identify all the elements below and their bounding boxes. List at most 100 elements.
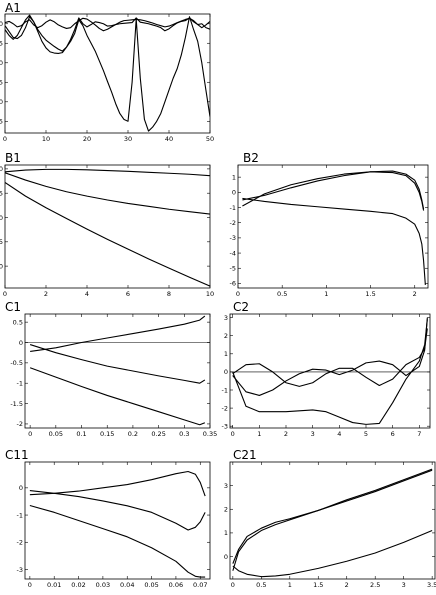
- x-tick-label: 0.03: [96, 581, 110, 589]
- x-tick-label: 1.5: [313, 581, 323, 589]
- y-tick-label: 2: [224, 506, 228, 514]
- series-line-1: [5, 16, 210, 132]
- x-tick-label: 10: [206, 290, 214, 298]
- y-tick-label: 0: [224, 553, 228, 561]
- y-tick-label: -1.5: [10, 400, 23, 408]
- x-tick-label: 8: [167, 290, 171, 298]
- plot-frame: [229, 461, 436, 580]
- x-tick-label: 0.1: [76, 430, 86, 438]
- plot-frame: [229, 313, 431, 429]
- y-tick-label: 0.5: [13, 318, 23, 326]
- y-tick-label: 1: [224, 350, 228, 358]
- y-tick-label: -1: [17, 380, 23, 388]
- series-line-2: [5, 172, 210, 215]
- x-tick-label: 2.5: [370, 581, 380, 589]
- panel-label: C21: [233, 448, 257, 462]
- x-tick-label: 2: [345, 581, 349, 589]
- series-line-1: [242, 171, 425, 211]
- x-tick-label: 0.07: [193, 581, 207, 589]
- x-tick-label: 7: [417, 430, 421, 438]
- x-tick-label: 0.04: [120, 581, 134, 589]
- y-tick-label: -25: [0, 118, 3, 126]
- y-tick-label: 0: [19, 339, 23, 347]
- x-tick-label: 4: [85, 290, 89, 298]
- y-tick-label: -20: [0, 262, 3, 270]
- x-tick-label: 3.5: [427, 581, 436, 589]
- x-tick-label: 0: [28, 430, 32, 438]
- y-tick-label: -1: [222, 386, 228, 394]
- series-line-3: [29, 367, 206, 426]
- x-tick-label: 0.05: [49, 430, 63, 438]
- x-tick-label: 0.02: [71, 581, 85, 589]
- series-line-3: [5, 182, 210, 287]
- y-tick-label: -2: [222, 404, 228, 412]
- y-tick-label: -2: [230, 219, 236, 227]
- y-tick-label: 0: [19, 484, 23, 492]
- x-tick-label: 3: [402, 581, 406, 589]
- y-tick-label: -20: [0, 98, 3, 106]
- panel-label: C2: [233, 300, 249, 314]
- x-tick-label: 0: [231, 581, 235, 589]
- x-tick-label: 10: [42, 135, 50, 143]
- series-line-3: [29, 505, 206, 578]
- x-tick-label: 2: [284, 430, 288, 438]
- y-tick-label: 1: [224, 529, 228, 537]
- series-line-3: [242, 197, 426, 285]
- y-tick-label: 3: [224, 314, 228, 322]
- y-tick-label: 3: [224, 482, 228, 490]
- series-line-2: [242, 170, 425, 210]
- y-tick-label: -5: [230, 265, 236, 273]
- y-tick-label: -2: [17, 539, 23, 547]
- x-tick-label: 0.01: [47, 581, 61, 589]
- y-tick-label: -2: [17, 420, 23, 428]
- x-tick-label: 0.25: [151, 430, 165, 438]
- panel-c2: C2 0 1 2 3 4 5 6 7 3 2 1 0 -1 -2 -3: [222, 300, 431, 438]
- x-tick-label: 0.06: [169, 581, 183, 589]
- x-tick-label: 0.2: [128, 430, 138, 438]
- x-tick-label: 0.5: [277, 290, 287, 298]
- x-tick-label: 2: [44, 290, 48, 298]
- x-tick-label: 5: [364, 430, 368, 438]
- x-tick-label: 0.05: [144, 581, 158, 589]
- x-tick-label: 50: [206, 135, 214, 143]
- plot-frame: [4, 13, 211, 134]
- series-line-3: [232, 317, 428, 396]
- y-tick-label: -10: [0, 214, 3, 222]
- panel-label: C1: [5, 300, 21, 314]
- x-tick-label: 6: [126, 290, 130, 298]
- series-line-2: [29, 344, 206, 384]
- x-tick-label: 1: [257, 430, 261, 438]
- series-line-2: [232, 328, 428, 387]
- x-tick-label: 1.5: [365, 290, 375, 298]
- x-tick-label: 0: [231, 430, 235, 438]
- x-tick-label: 1: [324, 290, 328, 298]
- y-tick-label: 1: [232, 173, 236, 181]
- x-tick-label: 1: [288, 581, 292, 589]
- y-tick-label: -1: [17, 511, 23, 519]
- plot-frame: [4, 164, 211, 289]
- y-tick-label: -5: [0, 189, 3, 197]
- series-line-2: [232, 468, 433, 564]
- panel-label: B2: [243, 151, 259, 165]
- x-tick-label: 0: [28, 581, 32, 589]
- series-line-2: [5, 14, 210, 54]
- y-tick-label: -3: [230, 234, 236, 242]
- y-tick-label: -10: [0, 59, 3, 67]
- x-tick-label: 0: [3, 135, 7, 143]
- panel-c21: C21 0 0.5 1 1.5 2 2.5 3 3.5 3 2 1 0: [224, 448, 436, 589]
- panel-label: C11: [5, 448, 29, 462]
- y-tick-label: 2: [224, 332, 228, 340]
- series-line-1: [232, 469, 433, 571]
- x-tick-label: 40: [165, 135, 173, 143]
- x-tick-label: 2: [413, 290, 417, 298]
- x-tick-label: 0.35: [203, 430, 217, 438]
- x-tick-label: 3: [311, 430, 315, 438]
- y-tick-label: -15: [0, 79, 3, 87]
- panel-b2: B2 0 0.5 1 1.5 2 1 0 -1 -2 -3 -4 -5 -6: [230, 151, 429, 298]
- x-tick-label: 0.5: [256, 581, 266, 589]
- panel-label: A1: [5, 1, 21, 15]
- y-tick-label: 0: [232, 189, 236, 197]
- series-line-3: [232, 530, 433, 578]
- x-tick-label: 0: [236, 290, 240, 298]
